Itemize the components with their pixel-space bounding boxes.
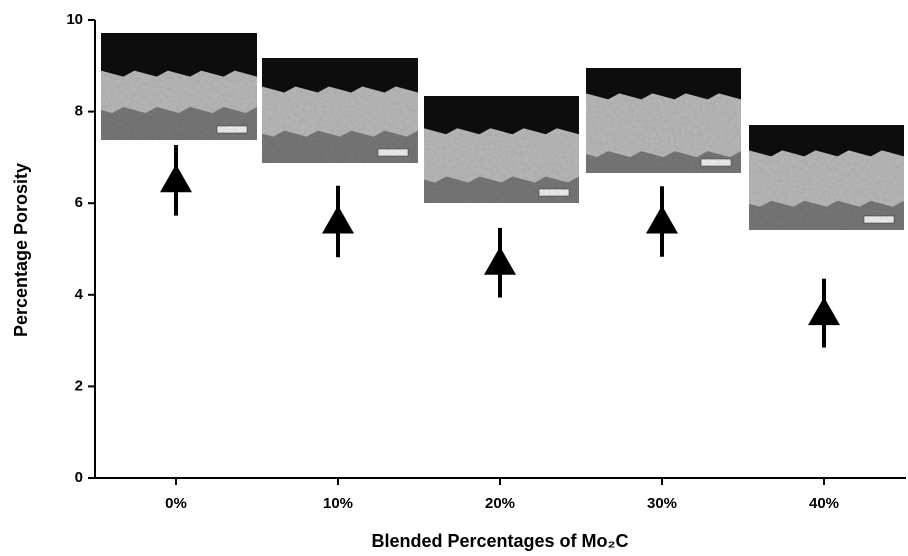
y-tick-label: 10 <box>66 11 83 28</box>
x-tick-label: 10% <box>323 495 353 512</box>
micrograph <box>586 68 741 173</box>
y-axis-title: Percentage Porosity <box>11 163 31 337</box>
inset-top <box>101 33 257 77</box>
y-tick-label: 6 <box>75 194 83 211</box>
inset-coating <box>424 128 579 183</box>
micrograph <box>101 33 257 140</box>
y-tick-label: 8 <box>75 103 83 120</box>
x-tick-label: 20% <box>485 495 515 512</box>
inset-scale-bar <box>216 125 248 134</box>
inset-top <box>749 125 904 157</box>
y-tick-label: 4 <box>75 286 84 303</box>
x-tick-label: 0% <box>165 495 187 512</box>
marker <box>322 205 354 234</box>
x-tick-label: 40% <box>809 495 839 512</box>
y-tick-label: 2 <box>75 377 83 394</box>
micrograph <box>424 96 579 203</box>
marker <box>646 205 678 234</box>
inset-coating <box>586 93 741 158</box>
inset-scale-bar <box>377 148 409 157</box>
x-tick-label: 30% <box>647 495 677 512</box>
inset-scale-bar <box>863 215 895 224</box>
inset-top <box>424 96 579 135</box>
marker <box>808 297 840 326</box>
micrograph-insets <box>101 33 904 230</box>
inset-coating <box>262 86 418 137</box>
marker <box>484 246 516 275</box>
y-tick-label: 0 <box>75 469 83 486</box>
inset-scale-bar <box>700 158 732 167</box>
x-axis-title: Blended Percentages of Mo₂C <box>371 531 628 551</box>
inset-coating <box>749 150 904 207</box>
micrograph <box>749 125 904 230</box>
inset-top <box>586 68 741 100</box>
micrograph <box>262 58 418 163</box>
marker <box>160 164 192 193</box>
inset-coating <box>101 70 257 114</box>
inset-top <box>262 58 418 93</box>
inset-scale-bar <box>538 188 570 197</box>
